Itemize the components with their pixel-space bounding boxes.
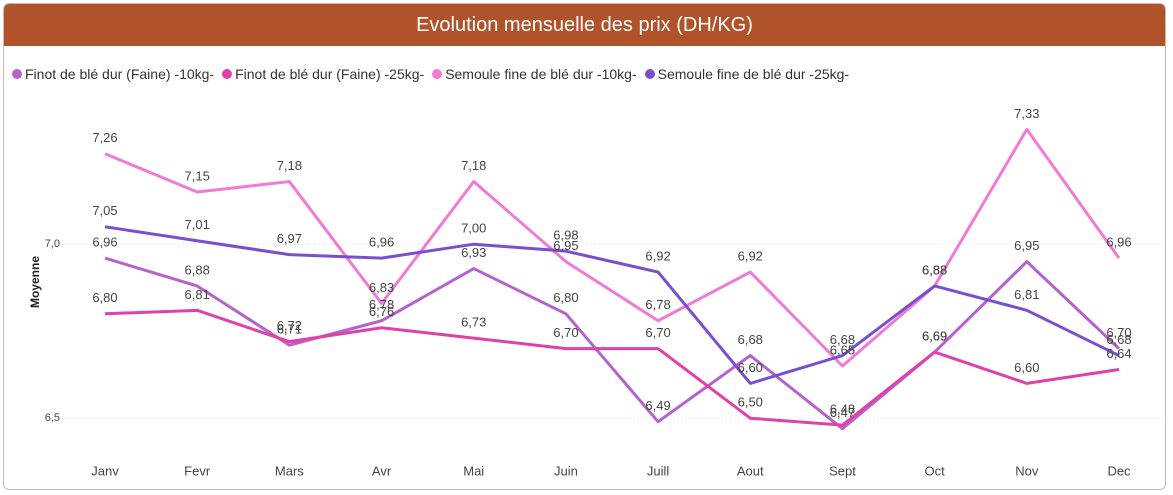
data-label: 6,69	[922, 329, 947, 344]
data-label: 6,50	[738, 395, 763, 410]
data-label: 6,78	[645, 297, 670, 312]
legend-item: Semoule fine de blé dur -25kg-	[644, 66, 850, 82]
legend-item: Finot de blé dur (Faine) -25kg-	[222, 66, 424, 82]
x-tick-label: Mai	[463, 463, 484, 478]
legend-marker	[644, 69, 655, 79]
legend-marker	[432, 69, 443, 79]
data-label: 6,83	[369, 280, 394, 295]
data-label: 6,93	[461, 245, 486, 260]
data-label: 6,96	[1106, 235, 1131, 250]
data-label: 6,88	[922, 262, 947, 277]
x-tick-label: Mars	[275, 463, 304, 478]
data-label: 6,81	[185, 287, 210, 302]
data-label: 6,80	[553, 290, 578, 305]
data-label: 6,92	[645, 248, 670, 263]
x-tick-label: Janv	[91, 463, 119, 478]
legend-item: Finot de blé dur (Faine) -10kg-	[12, 66, 214, 82]
y-axis-label: Moyenne	[28, 256, 42, 308]
data-label: 7,05	[92, 203, 117, 218]
series-line	[104, 256, 1121, 431]
data-label: 6,68	[738, 332, 763, 347]
data-label: 6,72	[277, 318, 302, 333]
data-label: 6,70	[553, 325, 578, 340]
data-label: 7,26	[92, 130, 117, 145]
data-label: 6,70	[1106, 325, 1131, 340]
chart-frame: Evolution mensuelle des prix (DH/KG) Fin…	[3, 3, 1166, 490]
series-line	[104, 225, 1120, 385]
data-label: 7,15	[185, 168, 210, 183]
data-label: 6,65	[830, 342, 855, 357]
data-label: 6,73	[461, 315, 486, 330]
data-label: 6,98	[553, 228, 578, 243]
data-label: 6,88	[185, 262, 210, 277]
legend-label: Semoule fine de blé dur -10kg-	[445, 66, 637, 82]
legend-item: Semoule fine de blé dur -10kg-	[432, 66, 637, 82]
data-label: 6,48	[830, 402, 855, 417]
legend-marker	[222, 69, 233, 79]
data-label: 6,47	[830, 405, 855, 420]
data-label: 7,00	[461, 221, 486, 236]
data-label: 6,64	[1106, 346, 1131, 361]
x-tick-label: Aout	[737, 463, 764, 478]
data-label: 7,33	[1014, 106, 1039, 121]
x-tick-label: Juill	[647, 463, 670, 478]
y-tick-label: 6,5	[45, 412, 60, 424]
x-tick-label: Juin	[554, 463, 578, 478]
data-label: 6,69	[922, 329, 947, 344]
plot: Moyenne 6,5 7,0 Janv Fevr Mars Avr Mai Juin Juil…	[28, 106, 1164, 478]
x-tick-label: Nov	[1015, 463, 1039, 478]
data-label: 6,70	[645, 325, 670, 340]
data-label: 6,80	[92, 290, 117, 305]
data-label: 6,95	[1014, 238, 1039, 253]
y-tick-label: 7,0	[45, 238, 60, 250]
x-tick-label: Avr	[372, 463, 392, 478]
data-label: 6,49	[645, 398, 670, 413]
data-label: 6,68	[830, 332, 855, 347]
data-label: 6,81	[1014, 287, 1039, 302]
series-line	[104, 308, 1120, 427]
chart-title: Evolution mensuelle des prix (DH/KG)	[4, 4, 1165, 46]
x-tick-label: Dec	[1107, 463, 1131, 478]
legend-marker	[12, 69, 22, 79]
data-label: 7,01	[185, 217, 210, 232]
data-label: 6,95	[553, 238, 578, 253]
legend-label: Finot de blé dur (Faine) -25kg-	[235, 66, 425, 82]
data-label: 6,60	[1014, 360, 1039, 375]
x-tick-label: Fevr	[184, 463, 211, 478]
data-label: 6,71	[277, 322, 302, 337]
data-label: 6,96	[369, 235, 394, 250]
x-tick-label: Sept	[829, 463, 856, 478]
data-label: 6,92	[738, 248, 763, 263]
data-label: 6,68	[1106, 332, 1131, 347]
data-label: 7,18	[461, 158, 486, 173]
x-tick-label: Oct	[925, 463, 946, 478]
data-label: 6,60	[738, 360, 763, 375]
data-label: 6,76	[369, 304, 394, 319]
data-label: 6,96	[92, 235, 117, 250]
data-label: 7,18	[277, 158, 302, 173]
legend: Finot de blé dur (Faine) -10kg- Finot de …	[12, 66, 849, 82]
data-label: 6,97	[277, 231, 302, 246]
data-label: 6,78	[369, 297, 394, 312]
legend-label: Finot de blé dur (Faine) -10kg-	[25, 66, 215, 82]
legend-label: Semoule fine de blé dur -25kg-	[657, 66, 850, 82]
series-line	[104, 127, 1121, 368]
data-label: 6,88	[922, 262, 947, 277]
